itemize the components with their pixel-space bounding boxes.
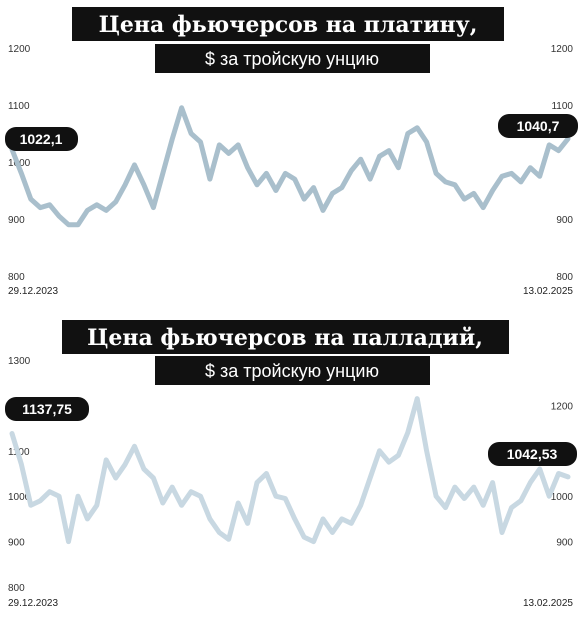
platinum-right-tick: 1200 <box>551 44 574 55</box>
platinum-start-value: 1022,1 <box>20 131 63 147</box>
platinum-end-badge <box>498 114 578 138</box>
palladium-left-tick: 1300 <box>8 356 31 367</box>
platinum-end-date: 13.02.2025 <box>523 286 573 297</box>
palladium-title: Цена фьючерсов на палладий, <box>87 325 483 351</box>
platinum-end-value: 1040,7 <box>517 118 560 134</box>
platinum-right-axis: 1200 1100 900 800 <box>551 44 574 283</box>
palladium-left-tick: 900 <box>8 538 25 549</box>
palladium-right-axis: 1200 1000 900 <box>551 401 574 548</box>
palladium-end-date: 13.02.2025 <box>523 598 573 609</box>
palladium-left-tick: 800 <box>8 583 25 594</box>
platinum-title: Цена фьючерсов на платину, <box>99 12 478 38</box>
palladium-start-date: 29.12.2023 <box>8 598 58 609</box>
palladium-title-box <box>62 320 509 354</box>
platinum-subtitle: $ за тройскую унцию <box>205 49 379 69</box>
palladium-left-tick: 1000 <box>8 492 31 503</box>
palladium-right-tick: 1000 <box>551 492 574 503</box>
platinum-start-date: 29.12.2023 <box>8 286 58 297</box>
palladium-subtitle: $ за тройскую унцию <box>205 361 379 381</box>
palladium-end-value: 1042,53 <box>507 446 558 462</box>
platinum-left-tick: 900 <box>8 215 25 226</box>
platinum-right-tick: 1100 <box>551 101 573 112</box>
palladium-price-line <box>9 396 571 545</box>
palladium-subtitle-box <box>155 356 430 385</box>
platinum-left-tick: 1100 <box>8 101 30 112</box>
palladium-right-tick: 900 <box>556 538 573 549</box>
platinum-subtitle-box <box>155 44 430 73</box>
palladium-start-value: 1137,75 <box>22 401 72 417</box>
platinum-left-tick: 800 <box>8 272 25 283</box>
palladium-right-tick: 1200 <box>551 401 574 412</box>
platinum-price-line <box>9 105 571 228</box>
palladium-start-badge <box>5 397 89 421</box>
platinum-title-box <box>72 7 504 41</box>
platinum-left-tick: 1200 <box>8 44 31 55</box>
platinum-right-tick: 800 <box>556 272 573 283</box>
platinum-right-tick: 900 <box>556 215 573 226</box>
platinum-start-badge <box>5 127 78 151</box>
palladium-end-badge <box>488 442 577 466</box>
